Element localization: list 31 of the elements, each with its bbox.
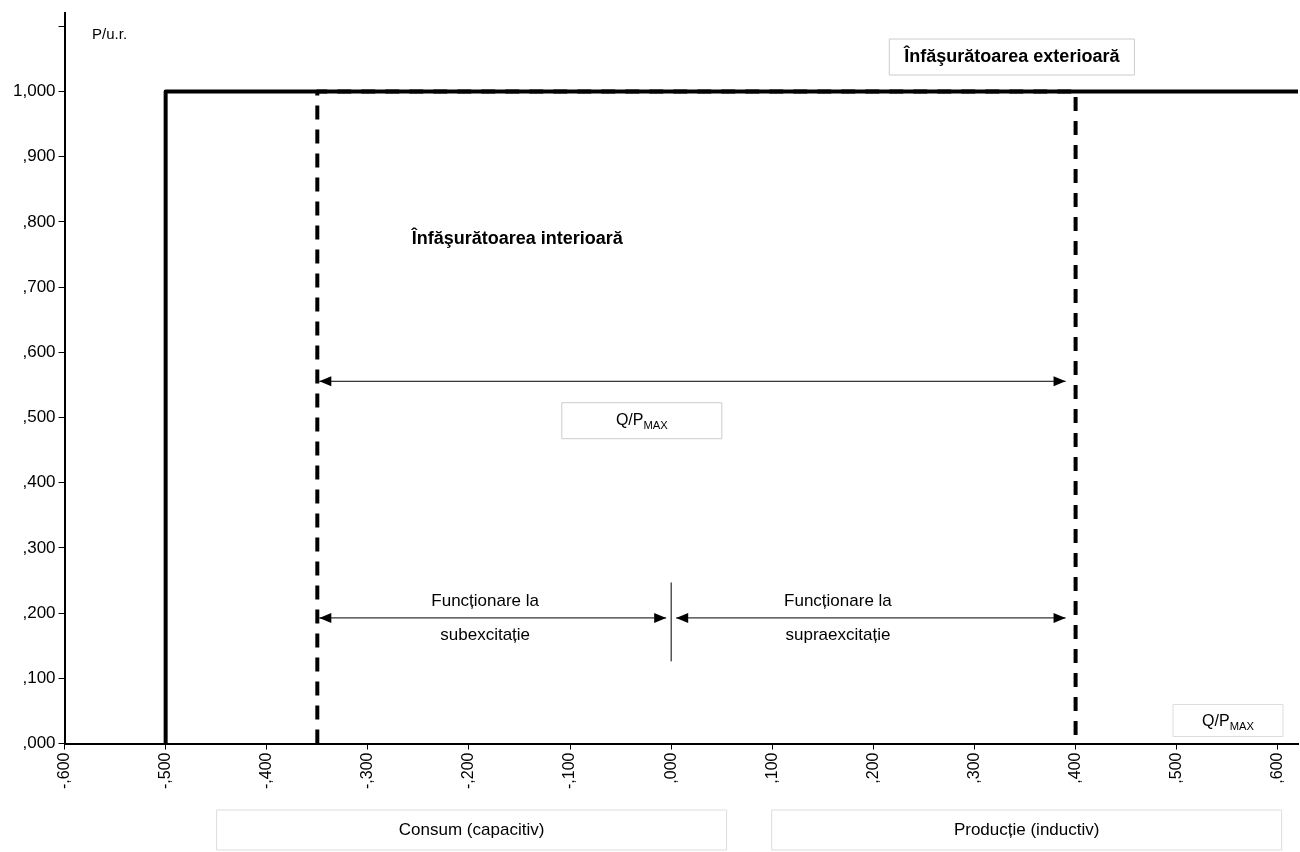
x-tick-label: ,600 — [1268, 752, 1286, 784]
x-tick-label: ,300 — [964, 752, 982, 784]
y-tick-label: ,700 — [22, 276, 56, 296]
y-tick-label: ,100 — [22, 668, 56, 688]
annotation: Funcționare la subexcitație — [431, 590, 540, 644]
x-tick-label: -,100 — [560, 752, 578, 789]
x-tick-label: -,500 — [156, 752, 174, 789]
annotation: Înfăşurătoarea interioară — [410, 226, 624, 248]
y-tick-label: ,600 — [22, 341, 56, 361]
y-tick-label: ,300 — [22, 537, 56, 557]
x-tick-label: -,400 — [257, 752, 275, 789]
y-axis-title: P/u.r. — [92, 25, 128, 43]
y-tick-label: ,500 — [22, 407, 56, 427]
x-tick-label: -,600 — [54, 752, 72, 789]
x-tick-label: -,200 — [459, 752, 477, 789]
annotation: Înfăşurătoarea exterioară — [903, 44, 1121, 66]
x-tick-label: -,300 — [358, 752, 376, 789]
y-tick-label: ,000 — [22, 733, 56, 753]
x-tick-label: ,000 — [661, 752, 679, 784]
x-tick-label: ,200 — [863, 752, 881, 784]
y-tick-label: 1,000 — [12, 81, 56, 101]
y-tick-label: ,200 — [22, 602, 56, 622]
annotation: Funcționare la supraexcitație — [784, 590, 893, 644]
x-tick-label: ,100 — [762, 752, 780, 784]
text: Producție (inductiv) — [953, 819, 1100, 839]
x-tick-label: ,500 — [1167, 752, 1185, 784]
y-tick-label: ,900 — [22, 146, 56, 166]
text: Consum (capacitiv) — [398, 819, 545, 839]
y-tick-label: ,400 — [22, 472, 56, 492]
y-tick-label: ,800 — [22, 211, 56, 231]
x-tick-label: ,400 — [1066, 752, 1083, 784]
